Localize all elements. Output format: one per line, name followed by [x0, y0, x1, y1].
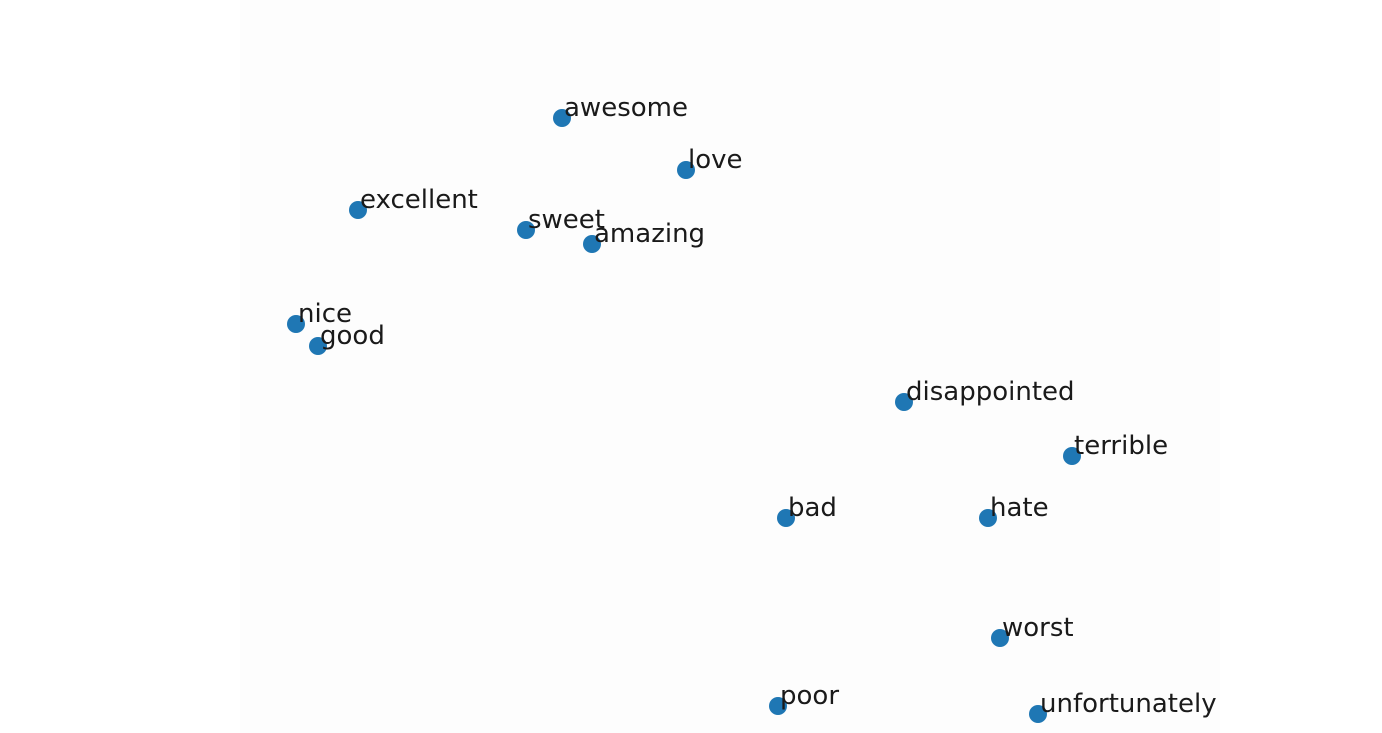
point	[517, 221, 535, 239]
point	[583, 235, 601, 253]
point	[895, 393, 913, 411]
point	[769, 697, 787, 715]
point-label: love	[688, 145, 743, 175]
point-label: awesome	[564, 93, 688, 123]
point	[349, 201, 367, 219]
point	[553, 109, 571, 127]
point-label: excellent	[360, 185, 478, 215]
point-label: worst	[1002, 613, 1074, 643]
point	[1029, 705, 1047, 723]
plot-area	[240, 0, 1220, 733]
point	[1063, 447, 1081, 465]
point	[309, 337, 327, 355]
point-label: good	[320, 321, 385, 351]
point-label: nice	[298, 299, 352, 329]
point-label: terrible	[1074, 431, 1168, 461]
point-label: unfortunately	[1040, 689, 1217, 719]
point	[991, 629, 1009, 647]
point	[677, 161, 695, 179]
point-label: amazing	[594, 219, 705, 249]
point-label: poor	[780, 681, 839, 711]
point	[287, 315, 305, 333]
point-label: hate	[990, 493, 1049, 523]
point-label: disappointed	[906, 377, 1075, 407]
point-label: sweet	[528, 205, 605, 235]
point	[979, 509, 997, 527]
point	[777, 509, 795, 527]
point-label: bad	[788, 493, 837, 523]
